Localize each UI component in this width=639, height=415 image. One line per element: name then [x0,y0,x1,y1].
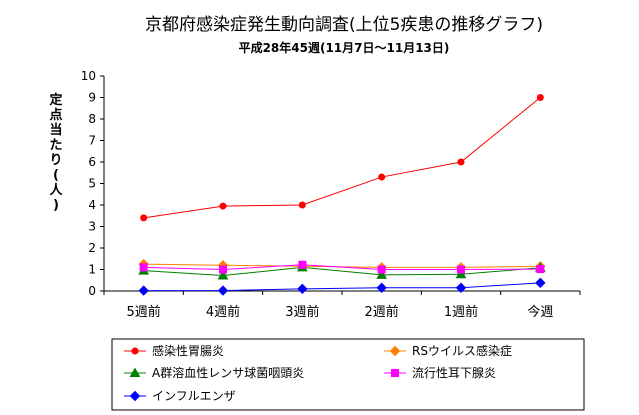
series [138,277,546,296]
y-tick-label: 3 [88,220,96,234]
x-tick-label: 3週前 [285,304,319,320]
legend-item: RSウイルス感染症 [384,343,512,358]
legend-label: 流行性耳下腺炎 [412,366,496,380]
legend-label: 感染性胃腸炎 [152,343,224,358]
y-tick-label: 1 [88,263,96,277]
data-point [455,268,467,279]
y-tick-label: 7 [88,134,96,148]
data-point [217,285,229,296]
y-axis-label-char: り [49,153,62,168]
y-tick-label: 10 [81,69,96,83]
series-line [143,264,541,271]
axes: 0 1 2 3 4 5 6 7 8 9 10 5週前 4週前 3週前 2週前 1週前 今週 [81,69,581,320]
data-point [457,158,465,166]
legend-item: 感染性胃腸炎 [124,343,224,358]
data-point [297,283,308,295]
series-layer [138,94,546,296]
y-axis-label: 定点当たり(人) [48,92,63,213]
x-tick-label: 1週前 [444,304,478,320]
y-axis-label-char: 当 [49,122,62,138]
x-tick-label: 今週 [527,304,553,320]
legend-item: インフルエンザ [124,389,236,403]
y-tick-label: 4 [88,198,96,212]
series [139,260,545,274]
legend-box [111,338,585,411]
data-point [298,201,306,209]
y-tick-label: 8 [88,112,96,126]
y-tick-label: 9 [88,91,96,105]
data-point [219,202,227,210]
data-point [457,265,465,274]
legend-item: 流行性耳下腺炎 [384,366,496,380]
y-axis-label-char: 定 [48,92,62,108]
data-point [131,347,139,355]
data-point [378,173,386,181]
chart-title: 京都府感染症発生動向調査(上位5疾患の推移グラフ) [145,15,543,35]
data-point [217,270,229,280]
data-point [140,214,148,222]
legend-item: A群溶血性レンサ球菌咽頭炎 [124,365,304,380]
data-point [535,277,546,289]
data-point [298,260,307,269]
data-point [455,282,467,293]
y-tick-label: 0 [88,284,96,298]
series-line [143,266,541,277]
data-point [389,345,401,357]
data-point [536,265,545,274]
y-axis-label-char: ) [53,198,59,213]
data-point [139,263,148,272]
y-axis-label-char: た [49,138,62,153]
legend-label: RSウイルス感染症 [412,343,512,358]
legend-label: インフルエンザ [152,389,236,403]
y-axis-label-char: 点 [49,107,62,123]
x-tick-label: 4週前 [206,304,240,320]
y-tick-label: 6 [88,155,96,169]
y-tick-label: 5 [88,177,96,191]
legend: 感染性胃腸炎 RSウイルス感染症 A群溶血性レンサ球菌咽頭炎 流行性耳下腺炎インフルエ… [111,338,585,411]
data-point [129,390,141,402]
series [138,258,546,273]
y-tick-label: 2 [88,241,96,255]
x-tick-label: 5週前 [127,304,161,320]
data-point [129,367,141,377]
data-point [536,94,544,101]
data-point [376,282,387,293]
series-line [143,97,541,219]
series-line [143,282,541,292]
y-axis-label-char: 人 [49,182,63,198]
y-axis-label-char: ( [53,168,59,183]
data-point [377,265,386,274]
data-point [391,369,399,377]
data-point [376,269,388,279]
chart-subtitle: 平成28年45週(11月7日〜11月13日) [239,40,450,55]
series [140,94,544,222]
x-tick-label: 2週前 [365,304,399,320]
data-point [219,265,227,274]
legend-label: A群溶血性レンサ球菌咽頭炎 [152,365,304,380]
data-point [138,285,149,296]
